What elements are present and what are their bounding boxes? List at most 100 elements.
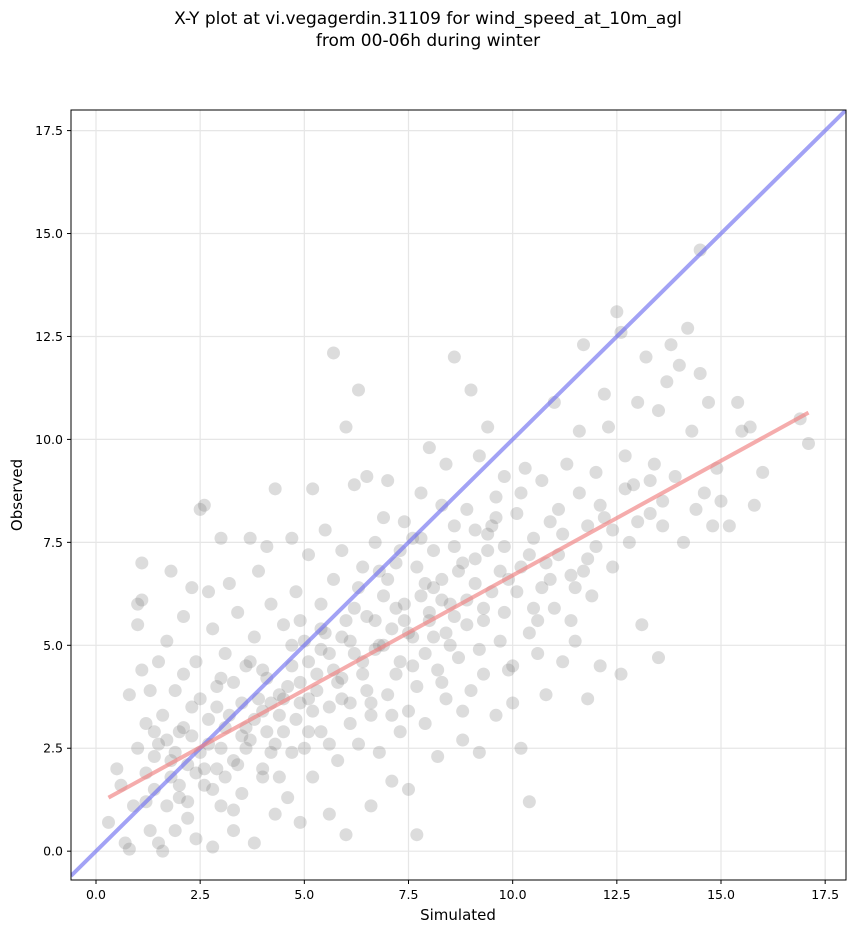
data-point <box>489 511 503 525</box>
data-point <box>264 745 278 759</box>
data-point <box>364 696 378 710</box>
data-point <box>689 502 703 516</box>
data-point <box>506 696 520 710</box>
data-point <box>193 692 207 706</box>
data-point <box>652 404 665 418</box>
data-point <box>177 721 190 735</box>
data-point <box>327 572 340 586</box>
x-tick-label: 5.0 <box>294 887 314 902</box>
data-point <box>343 696 357 710</box>
data-point <box>743 420 757 434</box>
data-point <box>647 457 661 471</box>
x-tick-label: 17.5 <box>811 887 839 902</box>
data-point <box>256 762 270 776</box>
data-point <box>593 498 607 512</box>
data-point <box>327 346 340 360</box>
data-point <box>481 420 495 434</box>
data-point <box>385 774 399 788</box>
data-point <box>635 618 649 632</box>
data-point <box>427 630 440 644</box>
chart-title-line-1: X-Y plot at vi.vegagerdin.31109 for wind… <box>174 9 682 29</box>
data-point <box>131 597 145 611</box>
identity-line <box>71 110 846 878</box>
data-point <box>572 424 586 438</box>
data-point <box>356 560 370 574</box>
data-point <box>431 749 445 763</box>
data-point <box>393 655 407 669</box>
x-tick-label: 10.0 <box>499 887 527 902</box>
data-point <box>352 737 365 751</box>
data-point <box>643 474 657 488</box>
data-point <box>414 589 428 603</box>
data-point <box>172 778 186 792</box>
data-point <box>268 482 282 496</box>
data-point <box>527 601 540 615</box>
data-point <box>660 375 674 389</box>
data-point <box>281 679 295 693</box>
data-point <box>281 791 295 805</box>
data-point <box>339 420 353 434</box>
data-point <box>256 770 270 784</box>
data-point <box>102 815 115 829</box>
data-point <box>706 519 720 533</box>
data-point <box>572 486 586 500</box>
data-point <box>522 795 536 809</box>
data-point <box>393 725 407 739</box>
data-point <box>289 585 303 599</box>
data-point <box>168 684 182 698</box>
data-point <box>185 700 199 714</box>
data-point <box>260 539 274 553</box>
chart-title: X-Y plot at vi.vegagerdin.31109 for wind… <box>0 8 856 52</box>
data-point <box>472 449 486 463</box>
data-point <box>206 840 220 854</box>
data-point <box>460 502 474 516</box>
data-point <box>210 762 224 776</box>
data-point <box>268 737 282 751</box>
data-point <box>122 842 136 856</box>
data-point <box>481 544 495 558</box>
data-point <box>356 667 370 681</box>
data-point <box>714 494 728 508</box>
data-point <box>427 581 440 595</box>
data-point <box>227 754 240 768</box>
data-point <box>631 395 645 409</box>
data-point <box>493 634 507 648</box>
data-point <box>568 581 582 595</box>
data-point <box>693 367 707 381</box>
data-point <box>452 651 465 665</box>
data-point <box>439 692 453 706</box>
data-point <box>397 597 411 611</box>
data-point <box>322 807 336 821</box>
data-point <box>535 581 549 595</box>
data-point <box>577 564 590 578</box>
data-point <box>335 544 349 558</box>
data-point <box>802 437 815 451</box>
data-point <box>318 523 332 537</box>
y-tick-label: 5.0 <box>43 638 63 653</box>
data-point <box>385 622 399 636</box>
data-point <box>293 675 307 689</box>
data-point <box>397 515 411 529</box>
data-point <box>731 395 745 409</box>
data-point <box>231 605 245 619</box>
data-point <box>152 655 165 669</box>
data-point <box>518 461 532 475</box>
data-point <box>368 535 382 549</box>
data-point <box>156 708 170 722</box>
data-point <box>593 659 607 673</box>
data-point <box>456 556 470 570</box>
data-point <box>456 704 470 718</box>
data-point <box>377 589 390 603</box>
data-point <box>485 519 499 533</box>
data-point <box>614 667 628 681</box>
grid <box>71 110 846 880</box>
data-point <box>197 778 211 792</box>
data-point <box>402 704 415 718</box>
data-point <box>160 799 174 813</box>
data-point <box>389 667 403 681</box>
data-point <box>618 482 632 496</box>
data-point <box>447 539 461 553</box>
data-point <box>360 469 374 483</box>
data-point <box>243 655 257 669</box>
